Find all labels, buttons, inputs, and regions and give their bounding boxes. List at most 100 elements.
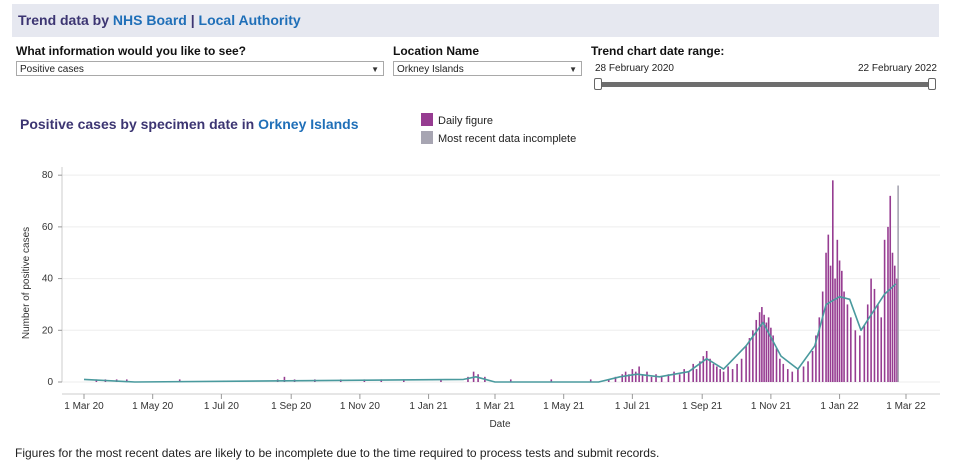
chart-title: Positive cases by specimen date in Orkne… (20, 116, 359, 132)
bar-mark (695, 369, 698, 382)
trend-line (83, 283, 897, 383)
x-tick-label: 1 Mar 21 (475, 401, 515, 412)
info-select[interactable]: Positive cases ▼ (16, 61, 384, 76)
chart-title-prefix: Positive cases by specimen date in (20, 116, 259, 132)
date-range-start-handle[interactable] (594, 78, 602, 90)
bar-mark (877, 304, 879, 382)
bar-mark (763, 314, 765, 382)
y-tick-label: 80 (42, 170, 54, 181)
location-select-label: Location Name (393, 44, 480, 58)
bar-mark (624, 371, 627, 382)
legend-swatch-incomplete (421, 131, 433, 144)
bar-mark (699, 361, 701, 382)
bar-mark (811, 350, 814, 382)
bar-mark (770, 327, 772, 382)
bar-mark (859, 335, 861, 382)
x-tick-label: 1 Jul 21 (615, 401, 650, 412)
bar-mark (634, 371, 637, 382)
bar-mark (719, 369, 722, 382)
location-select[interactable]: Orkney Islands ▼ (393, 61, 582, 76)
bar-mark (589, 379, 592, 382)
info-select-value: Positive cases (20, 64, 84, 75)
bar-mark (834, 278, 836, 382)
bar-mark (673, 371, 675, 382)
bar-mark (829, 265, 832, 382)
bar-mark (758, 312, 761, 382)
date-range-end-handle[interactable] (928, 78, 936, 90)
bar-mark (797, 369, 799, 382)
bar-mark (740, 358, 743, 382)
bar-mark (815, 335, 817, 382)
bar-mark (628, 374, 630, 382)
bar-mark (767, 317, 770, 382)
chevron-down-icon: ▼ (569, 65, 577, 74)
x-axis-label: Date (489, 419, 511, 430)
bar-mark (509, 379, 512, 382)
bar-mark (655, 374, 657, 382)
bar-mark (821, 291, 824, 382)
bar-mark (896, 278, 898, 382)
chevron-down-icon: ▼ (371, 65, 379, 74)
date-range-slider-track[interactable] (602, 82, 930, 87)
bar-mark (772, 335, 774, 382)
bar-mark (791, 371, 794, 382)
legend-label-daily: Daily figure (438, 115, 494, 127)
bar-mark (716, 366, 718, 382)
bar-mark (467, 376, 469, 382)
date-range-label: Trend chart date range: (591, 44, 725, 58)
bar-mark (702, 356, 705, 382)
bar-mark (807, 361, 809, 382)
bar-mark (621, 374, 624, 382)
x-tick-label: 1 Mar 22 (886, 401, 926, 412)
x-tick-label: 1 Jan 22 (820, 401, 859, 412)
local-authority-link[interactable]: Local Authority (198, 12, 301, 28)
x-tick-label: 1 Nov 21 (751, 401, 791, 412)
info-select-label: What information would you like to see? (16, 44, 247, 58)
y-tick-label: 0 (47, 377, 53, 388)
nhs-board-link[interactable]: NHS Board (112, 12, 187, 28)
bar-mark (722, 371, 725, 382)
bar-mark (836, 239, 839, 382)
x-tick-label: 1 May 21 (543, 401, 585, 412)
bar-mark (705, 350, 708, 382)
bar-mark (678, 374, 681, 382)
date-range-start: 28 February 2020 (595, 63, 674, 74)
bar-mark (178, 379, 181, 382)
bar-mark (818, 317, 821, 382)
bar-mark (641, 374, 644, 382)
legend-swatch-daily (421, 113, 433, 126)
legend-incomplete[interactable]: Most recent data incomplete (421, 131, 576, 145)
bar-mark (775, 348, 778, 382)
bar-mark (841, 270, 843, 382)
bar-mark (838, 260, 841, 382)
bar-mark (873, 288, 876, 382)
bar-mark (731, 369, 734, 382)
bar-mark (712, 363, 715, 382)
bar-mark (550, 379, 553, 382)
bar-mark (854, 330, 857, 382)
bar-mark (891, 252, 894, 382)
bar-mark (683, 369, 685, 382)
bar-mark (667, 374, 670, 382)
footer-note: Figures for the most recent dates are li… (15, 446, 660, 460)
trend-line-group (83, 283, 897, 383)
title-prefix: Trend data by (18, 12, 113, 28)
y-axis-label: Number of positive cases (21, 227, 32, 339)
y-tick-label: 20 (42, 325, 54, 336)
bar-mark (887, 226, 889, 382)
x-tick-label: 1 Jan 21 (409, 401, 448, 412)
legend-daily-figure[interactable]: Daily figure (421, 113, 493, 127)
location-select-value: Orkney Islands (397, 64, 464, 75)
bar-mark (607, 379, 610, 382)
bar-mark (850, 317, 852, 382)
bar-mark (614, 376, 617, 382)
bar-mark (650, 376, 653, 382)
bar-mark (727, 366, 729, 382)
bar-mark (761, 307, 763, 382)
bar-mark (897, 185, 899, 382)
bar-mark (786, 369, 789, 382)
title-separator: | (186, 12, 199, 28)
bar-mark (736, 363, 738, 382)
date-range-end: 22 February 2022 (858, 63, 937, 74)
y-axis: 0 20 40 60 80 (42, 167, 63, 388)
